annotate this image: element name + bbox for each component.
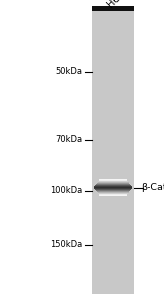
Bar	[98, 182, 129, 183]
Bar	[97, 191, 129, 192]
Bar	[99, 181, 127, 182]
Text: 100kDa: 100kDa	[50, 186, 82, 195]
Bar	[94, 188, 132, 189]
Bar	[92, 6, 134, 11]
Text: HeLa: HeLa	[106, 0, 130, 9]
Text: β-Catenin: β-Catenin	[141, 183, 164, 192]
Bar	[99, 194, 127, 195]
Bar	[95, 185, 131, 186]
Bar	[94, 187, 132, 188]
Bar	[95, 189, 131, 190]
Bar	[94, 186, 132, 187]
Text: 150kDa: 150kDa	[50, 240, 82, 249]
Bar	[96, 190, 130, 191]
Text: 70kDa: 70kDa	[55, 135, 82, 144]
Bar	[100, 179, 127, 180]
Bar	[96, 184, 130, 185]
Bar	[98, 193, 128, 194]
Bar	[98, 192, 129, 193]
Bar	[99, 180, 127, 181]
Bar	[100, 195, 127, 196]
Bar	[92, 6, 134, 294]
Bar	[97, 183, 129, 184]
Text: 50kDa: 50kDa	[55, 68, 82, 76]
